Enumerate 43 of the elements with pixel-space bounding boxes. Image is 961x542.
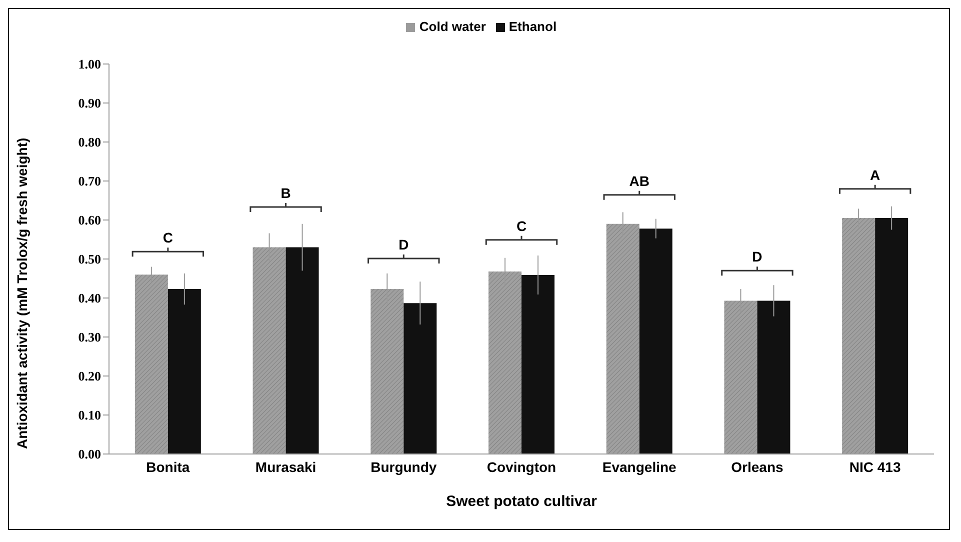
- y-tick-label: 0.10: [78, 408, 101, 423]
- y-tick-label: 0.80: [78, 134, 101, 150]
- y-tick-label: 0.60: [78, 212, 101, 228]
- bar: [724, 300, 758, 454]
- bar: [488, 271, 522, 454]
- annotation: B: [280, 185, 291, 202]
- x-axis-title: Sweet potato cultivar: [446, 493, 598, 510]
- y-tick-label: 0.70: [78, 174, 101, 189]
- legend-label: Cold water: [419, 19, 486, 34]
- x-tick-label: Covington: [486, 458, 556, 475]
- y-tick-label: 0.90: [78, 96, 101, 111]
- y-tick-label: 0.00: [78, 446, 101, 462]
- y-tick-label: 0.20: [78, 368, 101, 384]
- bar: [639, 228, 672, 454]
- annotation: C: [162, 230, 173, 246]
- bar: [606, 224, 640, 454]
- x-tick-label: Murasaki: [255, 458, 316, 475]
- bar: [168, 289, 201, 454]
- y-tick-label: 0.50: [78, 252, 101, 267]
- y-tick-label: 1.00: [78, 56, 101, 72]
- x-tick-label: NIC 413: [849, 458, 901, 475]
- annotation: A: [870, 166, 880, 183]
- x-tick-label: Bonita: [146, 458, 190, 475]
- bar: [286, 247, 319, 454]
- bar: [370, 289, 404, 454]
- bar: [842, 218, 876, 454]
- bar: [875, 218, 908, 454]
- y-axis-title: Antioxidant activity (mM Trolox/g fresh weight): [14, 138, 30, 449]
- bar: [134, 274, 168, 454]
- x-tick-label: Evangeline: [602, 458, 677, 475]
- x-tick-label: Burgundy: [370, 458, 437, 475]
- bar: [757, 300, 790, 454]
- legend-label: Ethanol: [508, 19, 557, 34]
- annotation: AB: [629, 172, 650, 189]
- y-tick-label: 0.30: [78, 330, 101, 345]
- bar: [404, 303, 437, 454]
- bar: [252, 247, 286, 454]
- annotation: D: [752, 248, 762, 265]
- bar: [522, 274, 554, 454]
- annotation: C: [516, 218, 527, 234]
- annotation: D: [398, 236, 409, 252]
- y-tick-label: 0.40: [78, 290, 101, 306]
- x-tick-label: Orleans: [731, 458, 784, 475]
